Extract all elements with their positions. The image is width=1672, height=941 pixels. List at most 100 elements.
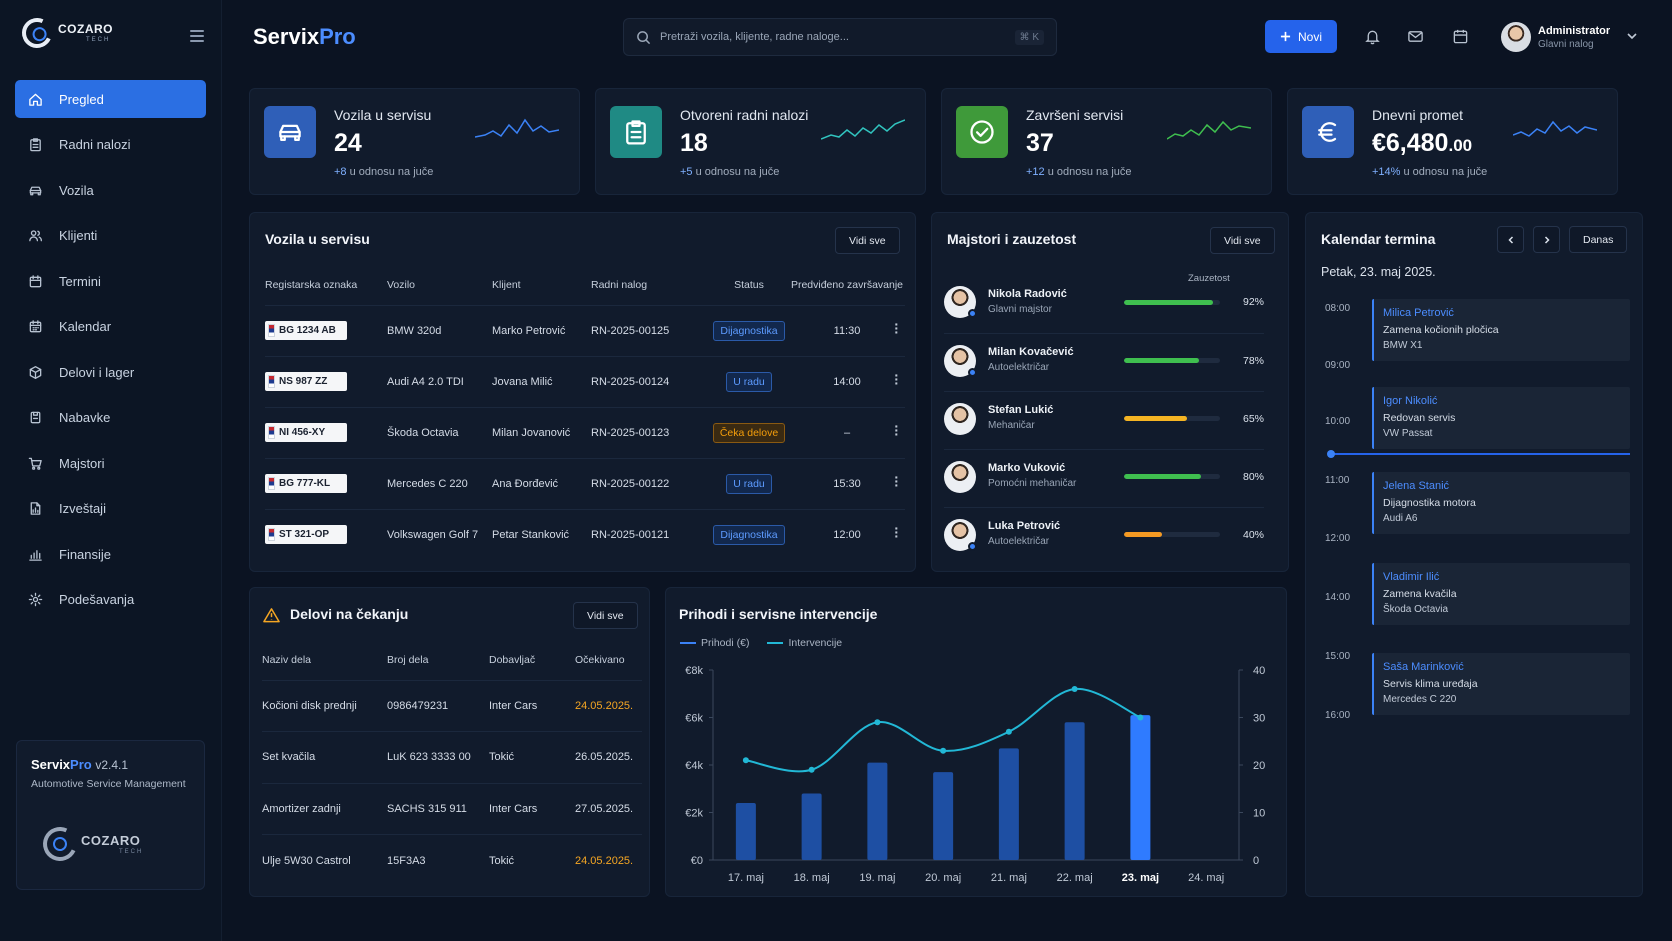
sidebar-item-11[interactable]: Podešavanja (15, 581, 206, 619)
interventions-point (874, 719, 881, 726)
sidebar-item-7[interactable]: Nabavke (15, 399, 206, 437)
bell-icon[interactable] (1364, 28, 1381, 45)
calendar-event[interactable]: Jelena Stanić Dijagnostika motora Audi A6 (1372, 472, 1630, 534)
sidebar-item-6[interactable]: Delovi i lager (15, 353, 206, 391)
search-input[interactable] (660, 31, 1015, 43)
kpi-value: 37 (1026, 129, 1054, 157)
sidebar-item-9[interactable]: Izveštaji (15, 490, 206, 528)
menu-toggle-icon[interactable] (190, 30, 204, 42)
kpi-sparkline (475, 118, 559, 138)
app-logo[interactable]: COZARO TECH (17, 13, 113, 53)
calendar-next-button[interactable] (1533, 226, 1560, 253)
workload-percent: 78% (1243, 354, 1265, 367)
parts-col-header[interactable]: Naziv dela (262, 653, 312, 666)
parts-view-all-button[interactable]: Vidi sve (573, 602, 638, 629)
vehicles-col-header[interactable]: Vozilo (387, 278, 416, 291)
mechanics-view-all-button[interactable]: Vidi sve (1210, 227, 1275, 254)
avatar (944, 344, 977, 377)
table-row[interactable]: Set kvačila LuK 623 3333 00 Tokić 26.05.… (262, 731, 642, 783)
legend-item[interactable]: Prihodi (€) (680, 637, 749, 649)
vehicles-col-header[interactable]: Registarska oznaka (265, 278, 358, 291)
vehicles-col-header[interactable]: Status (734, 278, 764, 291)
vehicles-col-header[interactable]: Predviđeno završavanje (790, 278, 904, 291)
more-options-icon[interactable]: · · · (894, 519, 899, 544)
interventions-point (1071, 686, 1078, 692)
sidebar-item-1[interactable]: Radni nalozi (15, 126, 206, 164)
sidebar-item-8[interactable]: Majstori (15, 444, 206, 482)
table-row[interactable]: BG 1234 AB BMW 320d Marko Petrović RN-20… (265, 304, 905, 356)
table-row[interactable]: ST 321-OP Volkswagen Golf 7 Petar Stanko… (265, 508, 905, 560)
warning-icon (263, 608, 280, 623)
table-row[interactable]: NI 456-XY Škoda Octavia Milan Jovanović … (265, 406, 905, 458)
vehicles-view-all-button[interactable]: Vidi sve (835, 227, 900, 254)
app-brand[interactable]: ServixPro (253, 24, 356, 49)
vehicles-col-header[interactable]: Klijent (492, 278, 521, 291)
calendar-event[interactable]: Igor Nikolić Redovan servis VW Passat (1372, 387, 1630, 449)
kpi-icon-box (956, 106, 1008, 158)
more-options-icon[interactable]: · · · (894, 315, 899, 340)
calendar-time-label: 16:00 (1325, 710, 1351, 721)
sidebar-item-label: Majstori (59, 455, 105, 471)
sidebar-item-4[interactable]: Termini (15, 262, 206, 300)
sidebar-item-5[interactable]: Kalendar (15, 308, 206, 346)
sidebar-item-10[interactable]: Finansije (15, 535, 206, 573)
calendar-today-button[interactable]: Danas (1569, 226, 1628, 253)
vehicles-col-header[interactable]: Radni nalog (591, 278, 648, 291)
mechanic-row[interactable]: Marko Vuković Pomoćni mehaničar 80% (944, 449, 1264, 503)
interventions-point (940, 747, 947, 754)
more-options-icon[interactable]: · · · (894, 417, 899, 442)
more-options-icon[interactable]: · · · (894, 366, 899, 391)
kpi-delta: +5 u odnosu na juče (680, 166, 780, 178)
work-order-number[interactable]: RN-2025-00122 (591, 457, 709, 509)
revenue-bar (867, 762, 888, 860)
calendar-event[interactable]: Vladimir Ilić Zamena kvačila Škoda Octavia (1372, 563, 1630, 625)
user-avatar[interactable] (1501, 22, 1531, 52)
calendar-event[interactable]: Saša Marinković Servis klima uređaja Merce… (1372, 653, 1630, 715)
logo-mark-icon (38, 822, 82, 866)
event-client: Milica Petrović (1383, 307, 1454, 319)
kpi-card-2[interactable]: Završeni servisi 37 +12 u odnosu na juče (941, 88, 1272, 195)
work-order-number[interactable]: RN-2025-00124 (591, 355, 709, 407)
parts-col-header[interactable]: Broj dela (387, 653, 429, 666)
chevron-down-icon[interactable] (1626, 30, 1638, 42)
more-options-icon[interactable]: · · · (894, 468, 899, 493)
work-order-number[interactable]: RN-2025-00125 (591, 304, 709, 356)
mechanic-row[interactable]: Stefan Lukić Mehaničar 65% (944, 391, 1264, 445)
parts-col-header[interactable]: Očekivano (575, 653, 625, 666)
calendar-event[interactable]: Milica Petrović Zamena kočionih pločica BM… (1372, 299, 1630, 361)
client-name: Jovana Milić (492, 355, 591, 407)
parts-col-header[interactable]: Dobavljač (489, 653, 536, 666)
table-row[interactable]: Amortizer zadnji SACHS 315 911 Inter Car… (262, 782, 642, 835)
kpi-sparkline (821, 119, 905, 140)
new-button[interactable]: Novi (1265, 20, 1337, 53)
cart-box-icon (30, 411, 40, 424)
sidebar-item-0[interactable]: Pregled (15, 80, 206, 118)
calendar-icon[interactable] (1452, 28, 1469, 45)
table-row[interactable]: Ulje 5W30 Castrol 15F3A3 Tokić 24.05.202… (262, 834, 642, 886)
table-row[interactable]: NS 987 ZZ Audi A4 2.0 TDI Jovana Milić R… (265, 355, 905, 407)
kpi-title: Otvoreni radni nalozi (680, 107, 809, 123)
kpi-card-3[interactable]: Dnevni promet €6,480.00 +14% u odnosu na… (1287, 88, 1618, 195)
mail-icon[interactable] (1407, 28, 1424, 45)
car-icon (29, 186, 41, 195)
work-order-number[interactable]: RN-2025-00121 (591, 508, 709, 560)
work-order-number[interactable]: RN-2025-00123 (591, 406, 709, 458)
kpi-card-1[interactable]: Otvoreni radni nalozi 18 +5 u odnosu na … (595, 88, 926, 195)
car-icon-wrap (27, 182, 43, 198)
mechanic-row[interactable]: Milan Kovačević Autoelektričar 78% (944, 333, 1264, 387)
supplier: Tokić (489, 834, 575, 886)
mechanic-row[interactable]: Nikola Radović Glavni majstor 92% (944, 275, 1264, 329)
avatar (944, 460, 976, 493)
sidebar-item-2[interactable]: Vozila (15, 171, 206, 209)
table-row[interactable]: BG 777-KL Mercedes C 220 Ana Đorđević RN… (265, 457, 905, 509)
calendar-prev-button[interactable] (1497, 226, 1524, 253)
eta-time: 15:30 (833, 477, 861, 490)
user-info[interactable]: Administrator Glavni nalog (1538, 24, 1610, 51)
sidebar-item-3[interactable]: Klijenti (15, 217, 206, 255)
legend-item[interactable]: Intervencije (767, 637, 842, 649)
kpi-card-0[interactable]: Vozila u servisu 24 +8 u odnosu na juče (249, 88, 580, 195)
workload-percent: 92% (1243, 296, 1265, 308)
table-row[interactable]: Kočioni disk prednji 0986479231 Inter Ca… (262, 679, 642, 732)
search-bar[interactable]: ⌘ K (623, 18, 1057, 56)
mechanic-row[interactable]: Luka Petrović Autoelektričar 40% (944, 507, 1264, 561)
